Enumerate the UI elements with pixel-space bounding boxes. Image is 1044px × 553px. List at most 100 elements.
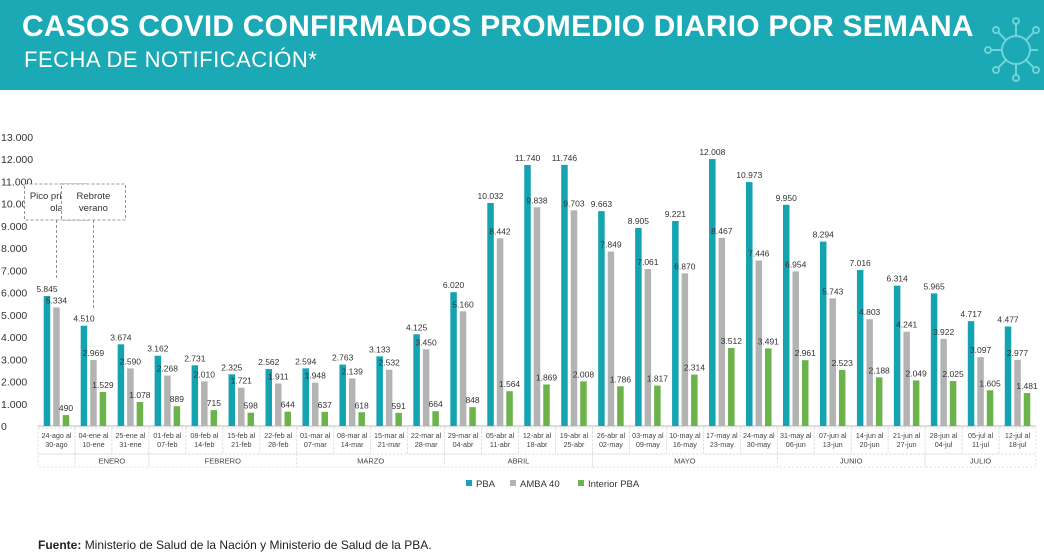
bar-amba-40 bbox=[829, 298, 836, 426]
data-label: 3.450 bbox=[415, 337, 437, 347]
bar-pba bbox=[117, 344, 125, 426]
data-label: 2.969 bbox=[83, 348, 105, 358]
category-label: 31-ene bbox=[119, 440, 141, 449]
data-label: 1.481 bbox=[1016, 381, 1038, 391]
category-label: 26-abr al bbox=[597, 431, 626, 440]
bar-interior-pba bbox=[99, 392, 107, 426]
bar-amba-40 bbox=[570, 210, 578, 426]
data-label: 2.139 bbox=[342, 366, 364, 376]
data-label: 3.097 bbox=[970, 345, 992, 355]
annotation-text: verano bbox=[79, 203, 108, 214]
data-label: 1.078 bbox=[129, 390, 151, 400]
y-tick-label: 7.000 bbox=[1, 265, 27, 277]
bar-interior-pba bbox=[728, 347, 735, 426]
category-label: 24-ago al bbox=[41, 431, 71, 440]
bar-amba-40 bbox=[53, 307, 60, 426]
category-label: 28-jun al bbox=[930, 431, 958, 440]
legend-label: Interior PBA bbox=[588, 479, 640, 490]
data-label: 2.590 bbox=[120, 356, 142, 366]
bar-pba bbox=[376, 356, 383, 426]
bar-interior-pba bbox=[654, 385, 661, 426]
bar-amba-40 bbox=[718, 237, 726, 426]
bar-pba bbox=[746, 182, 753, 426]
data-label: 8.294 bbox=[813, 230, 835, 240]
y-tick-label: 13.000 bbox=[1, 132, 33, 144]
bar-interior-pba bbox=[210, 410, 218, 426]
bar-interior-pba bbox=[62, 415, 70, 426]
bar-interior-pba bbox=[949, 380, 957, 426]
annotation-text: Rebrote bbox=[77, 191, 111, 202]
bar-amba-40 bbox=[866, 319, 873, 426]
data-label: 6.954 bbox=[785, 259, 807, 269]
category-label: 07-jun al bbox=[819, 431, 847, 440]
bar-amba-40 bbox=[127, 368, 134, 426]
category-label: 28-feb bbox=[268, 440, 288, 449]
data-label: 7.016 bbox=[850, 258, 872, 268]
bar-interior-pba bbox=[173, 406, 181, 426]
data-label: 2.010 bbox=[194, 369, 216, 379]
data-label: 715 bbox=[207, 398, 221, 408]
virus-icon bbox=[984, 17, 1040, 82]
data-label: 3.512 bbox=[721, 336, 743, 346]
bar-pba bbox=[967, 321, 975, 426]
bar-interior-pba bbox=[136, 402, 144, 426]
bar-pba bbox=[856, 270, 864, 426]
month-cell bbox=[296, 453, 445, 468]
bar-interior-pba bbox=[358, 412, 365, 426]
data-label: 11.740 bbox=[515, 153, 541, 163]
bar-pba bbox=[930, 293, 938, 426]
category-label: 21-jun al bbox=[893, 431, 921, 440]
bar-amba-40 bbox=[607, 251, 615, 426]
bar-pba bbox=[893, 285, 901, 426]
bar-interior-pba bbox=[875, 377, 883, 426]
bar-amba-40 bbox=[311, 382, 319, 426]
bar-amba-40 bbox=[940, 338, 947, 426]
category-label: 05-abr al bbox=[486, 431, 515, 440]
bar-interior-pba bbox=[691, 374, 698, 426]
bar-pba bbox=[339, 364, 346, 426]
category-label: 30-ago bbox=[45, 440, 67, 449]
data-label: 10.032 bbox=[478, 191, 504, 201]
bar-pba bbox=[819, 241, 827, 426]
category-label: 30-may bbox=[747, 440, 771, 449]
bar-pba bbox=[80, 325, 88, 426]
data-label: 9.221 bbox=[665, 209, 687, 219]
data-label: 591 bbox=[392, 401, 406, 411]
data-label: 6.870 bbox=[674, 261, 696, 271]
category-label: 16-may bbox=[673, 440, 697, 449]
month-label: MARZO bbox=[357, 457, 384, 466]
category-label: 02-may bbox=[599, 440, 623, 449]
data-label: 7.061 bbox=[637, 257, 659, 267]
data-label: 4.510 bbox=[73, 314, 95, 324]
bar-amba-40 bbox=[496, 238, 504, 426]
category-label: 01-feb al bbox=[153, 431, 181, 440]
category-label: 08-mar al bbox=[337, 431, 368, 440]
data-label: 5.743 bbox=[822, 286, 844, 296]
data-label: 5.160 bbox=[452, 299, 474, 309]
data-label: 644 bbox=[281, 400, 295, 410]
data-label: 2.562 bbox=[258, 357, 280, 367]
category-label: 01-mar al bbox=[300, 431, 331, 440]
data-label: 1.911 bbox=[268, 372, 289, 382]
category-label: 11-abr bbox=[490, 440, 511, 449]
data-label: 2.523 bbox=[832, 358, 854, 368]
month-label: JUNIO bbox=[840, 457, 863, 466]
data-label: 7.446 bbox=[748, 248, 770, 258]
category-label: 12-abr al bbox=[523, 431, 552, 440]
month-cell bbox=[592, 453, 778, 468]
category-label: 29-mar al bbox=[448, 431, 479, 440]
month-cell bbox=[776, 453, 926, 468]
data-label: 2.977 bbox=[1007, 348, 1029, 358]
bar-interior-pba bbox=[617, 386, 624, 426]
bar-pba bbox=[302, 368, 309, 426]
data-label: 12.008 bbox=[699, 147, 725, 157]
category-label: 13-jun bbox=[823, 440, 843, 449]
data-label: 4.717 bbox=[960, 309, 982, 319]
data-label: 490 bbox=[59, 403, 73, 413]
bar-amba-40 bbox=[792, 271, 799, 426]
source-note: Fuente: Ministerio de Salud de la Nación… bbox=[38, 538, 432, 552]
bar-amba-40 bbox=[459, 311, 467, 426]
category-label: 24-may al bbox=[743, 431, 775, 440]
data-label: 2.314 bbox=[684, 363, 706, 373]
bar-pba bbox=[635, 228, 642, 426]
